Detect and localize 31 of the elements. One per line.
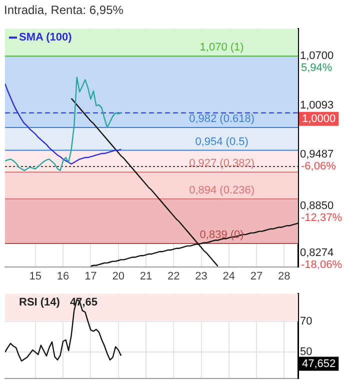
y-tick-label: 0,8850	[300, 200, 334, 212]
text: 5,94%	[301, 62, 332, 74]
y-tick-label: 0,8274	[300, 246, 334, 259]
legend-label: SMA (100)	[19, 32, 72, 44]
x-tick-label: 20	[112, 270, 124, 283]
ref-line-label: 0,894 (0.236)	[189, 184, 255, 196]
ref-line-label: 1,070 (1)	[200, 42, 244, 54]
y-tick-label: 1,0093	[300, 99, 334, 112]
text: -12,37%	[301, 212, 342, 224]
ref-line-label: 0,954 (0.5)	[195, 136, 248, 148]
x-tick-label: 17	[84, 270, 97, 283]
x-tick-label: 24	[222, 270, 236, 283]
x-tick-label: 27	[250, 270, 263, 283]
chart-title: RSI (14)	[19, 296, 60, 309]
y-tick-label: 50	[300, 346, 312, 358]
ref-line-label: 1,0000	[302, 112, 336, 125]
x-tick-label: 16	[56, 270, 70, 283]
y-tick-label: 70	[300, 315, 312, 328]
y-tick-label: 1,0700	[300, 50, 334, 62]
x-tick-label: 22	[167, 270, 180, 283]
x-tick-label: 23	[195, 270, 208, 283]
chart-title: Intradia, Renta: 6,95%	[3, 2, 124, 19]
text: -6,06%	[301, 160, 336, 173]
ref-line-label: 0,927 (0.382)	[189, 158, 255, 170]
ref-line-label: 0,982 (0.618)	[189, 113, 255, 126]
text: 47,652	[302, 358, 336, 370]
y-tick-label: 0,9487	[300, 148, 334, 161]
x-tick-label: 21	[140, 270, 152, 283]
x-tick-label: 15	[29, 270, 42, 283]
text: -18,06%	[301, 258, 342, 271]
x-tick-label: 28	[278, 270, 290, 283]
